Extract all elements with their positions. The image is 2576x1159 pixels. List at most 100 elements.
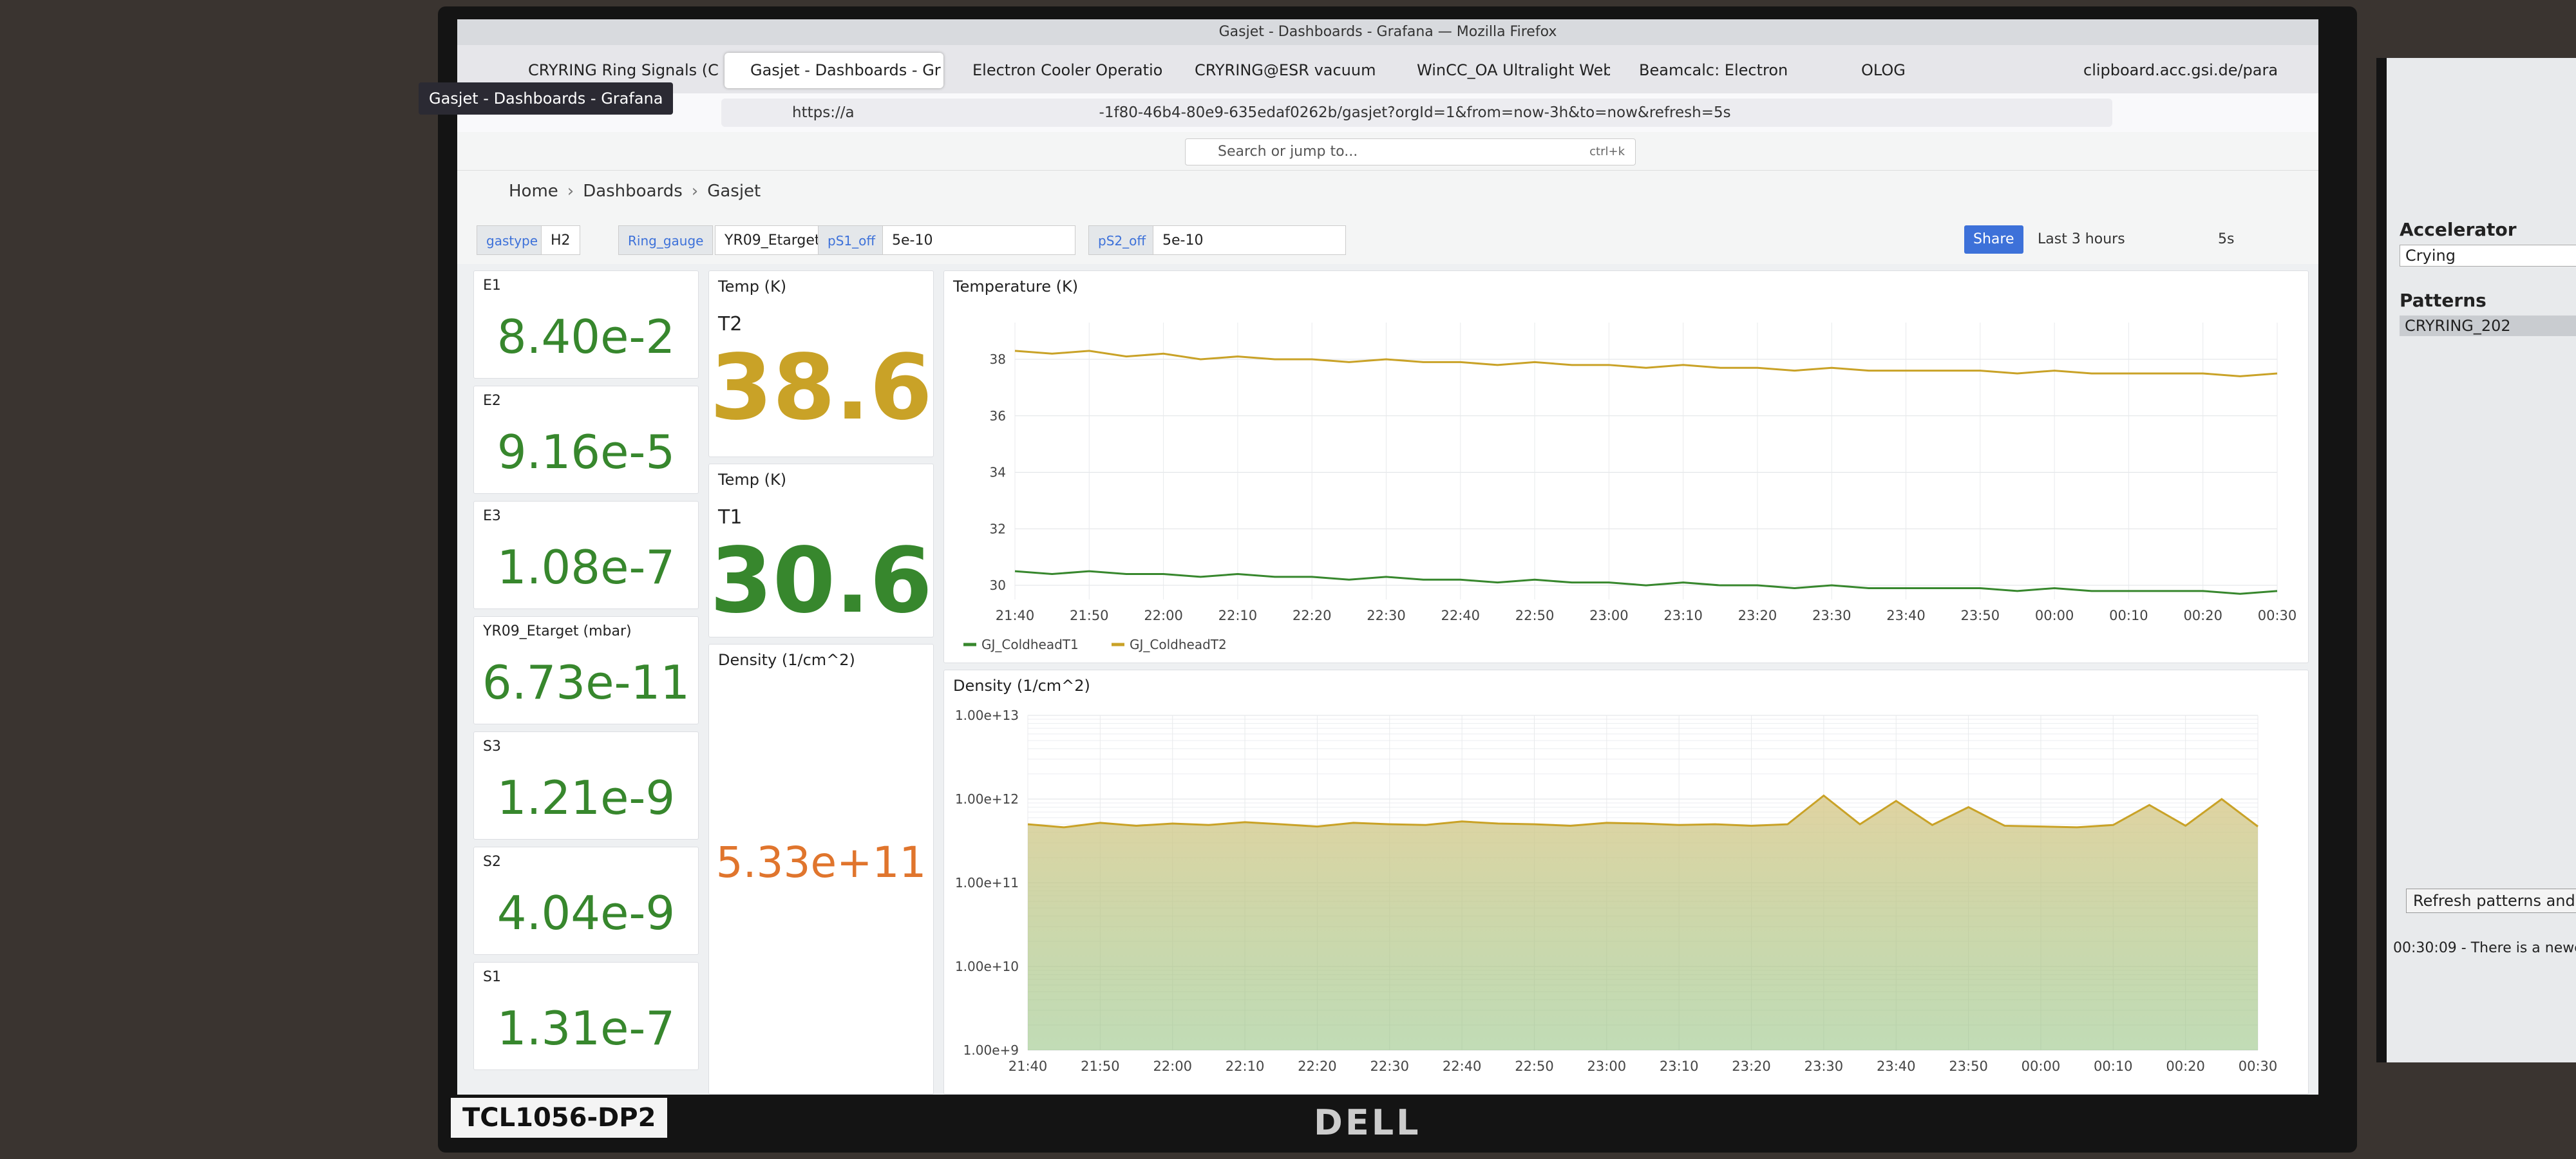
breadcrumb-separator: › bbox=[691, 182, 699, 201]
stat-title: E2 bbox=[483, 393, 501, 409]
breadcrumb-item[interactable]: Dashboards bbox=[583, 182, 683, 201]
variable-value[interactable]: YR09_Etarget bbox=[715, 225, 830, 255]
chart: 1.00e+9 1.00e+10 1.00e+11 1.00e+12 1.00e+13 2… bbox=[955, 708, 2277, 1074]
variable-label: gastype bbox=[477, 225, 548, 255]
y-tick-label: 1.00e+11 bbox=[955, 875, 1019, 890]
variable-value[interactable]: H2 bbox=[541, 225, 580, 255]
x-tick-label: 23:10 bbox=[1660, 1059, 1699, 1074]
x-tick-label: 00:10 bbox=[2109, 608, 2148, 623]
y-tick-label: 30 bbox=[990, 578, 1006, 593]
x-tick-label: 22:40 bbox=[1443, 1059, 1482, 1074]
side-accelerator[interactable]: Crying bbox=[2400, 245, 2576, 267]
x-tick-label: 22:20 bbox=[1298, 1059, 1337, 1074]
variable-value[interactable]: 5e-10 bbox=[882, 225, 1075, 255]
series-line bbox=[1014, 570, 2278, 595]
x-tick-label: 21:40 bbox=[1009, 1059, 1048, 1074]
search-placeholder: Search or jump to... bbox=[1218, 144, 1358, 160]
x-tick-label: 23:20 bbox=[1738, 608, 1777, 623]
big-stat-name: T1 bbox=[718, 506, 743, 529]
breadcrumb-item[interactable]: Home bbox=[509, 182, 558, 201]
stat-panel: YR09_Etarget (mbar) 6.73e-11 bbox=[473, 616, 699, 724]
variables-bar: Share Last 3 hours 5s gastype H2 Ring_gaug… bbox=[457, 212, 2318, 264]
x-tick-label: 22:50 bbox=[1515, 1059, 1554, 1074]
x-tick-label: 23:40 bbox=[1877, 1059, 1916, 1074]
stat-value: 9.16e-5 bbox=[497, 425, 676, 479]
x-tick-label: 22:10 bbox=[1218, 608, 1258, 623]
stat-title: YR09_Etarget (mbar) bbox=[483, 623, 632, 639]
stat-panel: E3 1.08e-7 bbox=[473, 501, 699, 609]
x-tick-label: 22:50 bbox=[1515, 608, 1555, 623]
breadcrumb-item[interactable]: Gasjet bbox=[707, 182, 761, 201]
x-tick-label: 22:30 bbox=[1367, 608, 1406, 623]
x-tick-label: 00:30 bbox=[2258, 608, 2297, 623]
y-tick-label: 36 bbox=[990, 408, 1006, 424]
share-button[interactable]: Share bbox=[1964, 225, 2023, 254]
search-box[interactable]: Search or jump to... ctrl+k bbox=[1185, 138, 1636, 165]
x-tick-label: 00:20 bbox=[2166, 1059, 2205, 1074]
big-stat-title: Temp (K) bbox=[718, 471, 787, 489]
chart-title: Density (1/cm^2) bbox=[953, 677, 1090, 695]
browser-tab[interactable]: WinCC_OA Ultralight Web Cl bbox=[1417, 61, 1610, 79]
y-tick-label: 32 bbox=[990, 521, 1006, 536]
x-tick-label: 23:50 bbox=[1961, 608, 2000, 623]
x-tick-label: 23:20 bbox=[1732, 1059, 1771, 1074]
browser-tab[interactable]: Electron Cooler Operatio bbox=[972, 61, 1163, 79]
browser-tab[interactable]: Gasjet - Dashboards - Gr bbox=[724, 53, 943, 88]
url-end: -1f80-46b4-80e9-635edaf0262b/gasjet?orgI… bbox=[1099, 104, 1731, 121]
side-heading: Accelerator bbox=[2400, 219, 2517, 240]
browser-tab[interactable]: clipboard.acc.gsi.de/param bbox=[2083, 61, 2277, 79]
time-range[interactable]: Last 3 hours bbox=[2038, 231, 2125, 247]
chart-title: Temperature (K) bbox=[953, 278, 1079, 296]
panels: E1 8.40e-2 E2 9.16e-5 E3 1.08e-7 YR09_Etarget … bbox=[457, 264, 2318, 1095]
x-tick-label: 22:00 bbox=[1153, 1059, 1192, 1074]
variable-label: Ring_gauge bbox=[618, 225, 714, 255]
url-start: https://a bbox=[792, 104, 855, 121]
stat-panel: E1 8.40e-2 bbox=[473, 270, 699, 379]
variable-value[interactable]: 5e-10 bbox=[1153, 225, 1346, 255]
y-tick-label: 1.00e+13 bbox=[955, 708, 1019, 723]
x-tick-label: 21:50 bbox=[1081, 1059, 1120, 1074]
big-stat-panel: Density (1/cm^2) 5.33e+11 bbox=[708, 644, 934, 1095]
nav-bar: https://a -1f80-46b4-80e9-635edaf0262b/ga… bbox=[457, 93, 2318, 132]
series-line bbox=[1014, 350, 2278, 377]
stat-value: 4.04e-9 bbox=[497, 886, 676, 940]
series-line bbox=[1027, 794, 2259, 829]
stat-title: E3 bbox=[483, 508, 501, 524]
stat-title: S2 bbox=[483, 854, 501, 870]
x-tick-label: 23:10 bbox=[1663, 608, 1703, 623]
x-tick-label: 22:00 bbox=[1144, 608, 1183, 623]
y-tick-label: 1.00e+10 bbox=[955, 959, 1019, 974]
search-shortcut: ctrl+k bbox=[1589, 145, 1625, 158]
big-stat-title: Temp (K) bbox=[718, 278, 787, 296]
stat-title: S3 bbox=[483, 739, 501, 755]
refresh-interval[interactable]: 5s bbox=[2218, 231, 2235, 247]
grafana-topbar: Search or jump to... ctrl+k bbox=[457, 132, 2318, 171]
browser-tab[interactable]: CRYRING Ring Signals (C bbox=[528, 61, 719, 79]
url-bar[interactable]: https://a -1f80-46b4-80e9-635edaf0262b/ga… bbox=[721, 99, 2112, 127]
stat-title: E1 bbox=[483, 278, 501, 294]
stat-panel: S3 1.21e-9 bbox=[473, 731, 699, 840]
breadcrumb-separator: › bbox=[567, 182, 574, 201]
browser-tab[interactable]: Beamcalc: Electron bbox=[1639, 61, 1788, 79]
side-status: 00:30:09 - There is a newer vers bbox=[2393, 940, 2576, 956]
y-tick-label: 1.00e+12 bbox=[955, 791, 1019, 807]
big-stat-value: 30.6 bbox=[710, 529, 933, 634]
tab-bar: CRYRING Ring Signals (C Gasjet - Dashboar… bbox=[457, 45, 2318, 93]
x-tick-label: 00:10 bbox=[2094, 1059, 2133, 1074]
side-monitor: Accelerator Crying Patterns CRYRING_202 … bbox=[2376, 58, 2576, 1062]
big-stat-name: T2 bbox=[718, 313, 743, 335]
browser-tab[interactable]: OLOG bbox=[1861, 61, 1906, 79]
variable-label: pS2_off bbox=[1088, 225, 1156, 255]
browser-tab[interactable]: CRYRING@ESR vacuum bbox=[1195, 61, 1376, 79]
x-tick-label: 00:20 bbox=[2183, 608, 2222, 623]
side-refresh-button[interactable]: Refresh patterns and signal bbox=[2406, 889, 2576, 913]
window-title: Gasjet - Dashboards - Grafana — Mozilla … bbox=[457, 19, 2318, 45]
screen: Gasjet - Dashboards - Grafana — Mozilla … bbox=[457, 19, 2318, 1095]
variable-label: pS1_off bbox=[818, 225, 886, 255]
x-tick-label: 23:50 bbox=[1949, 1059, 1988, 1074]
side-pattern[interactable]: CRYRING_202 bbox=[2400, 316, 2576, 336]
tab-tooltip: Gasjet - Dashboards - Grafana bbox=[419, 82, 674, 115]
big-stat-title: Density (1/cm^2) bbox=[718, 651, 855, 669]
chart: 30 32 34 36 38 21:40 21:50 22:00 22:10 22:20 22:30… bbox=[963, 323, 2297, 652]
